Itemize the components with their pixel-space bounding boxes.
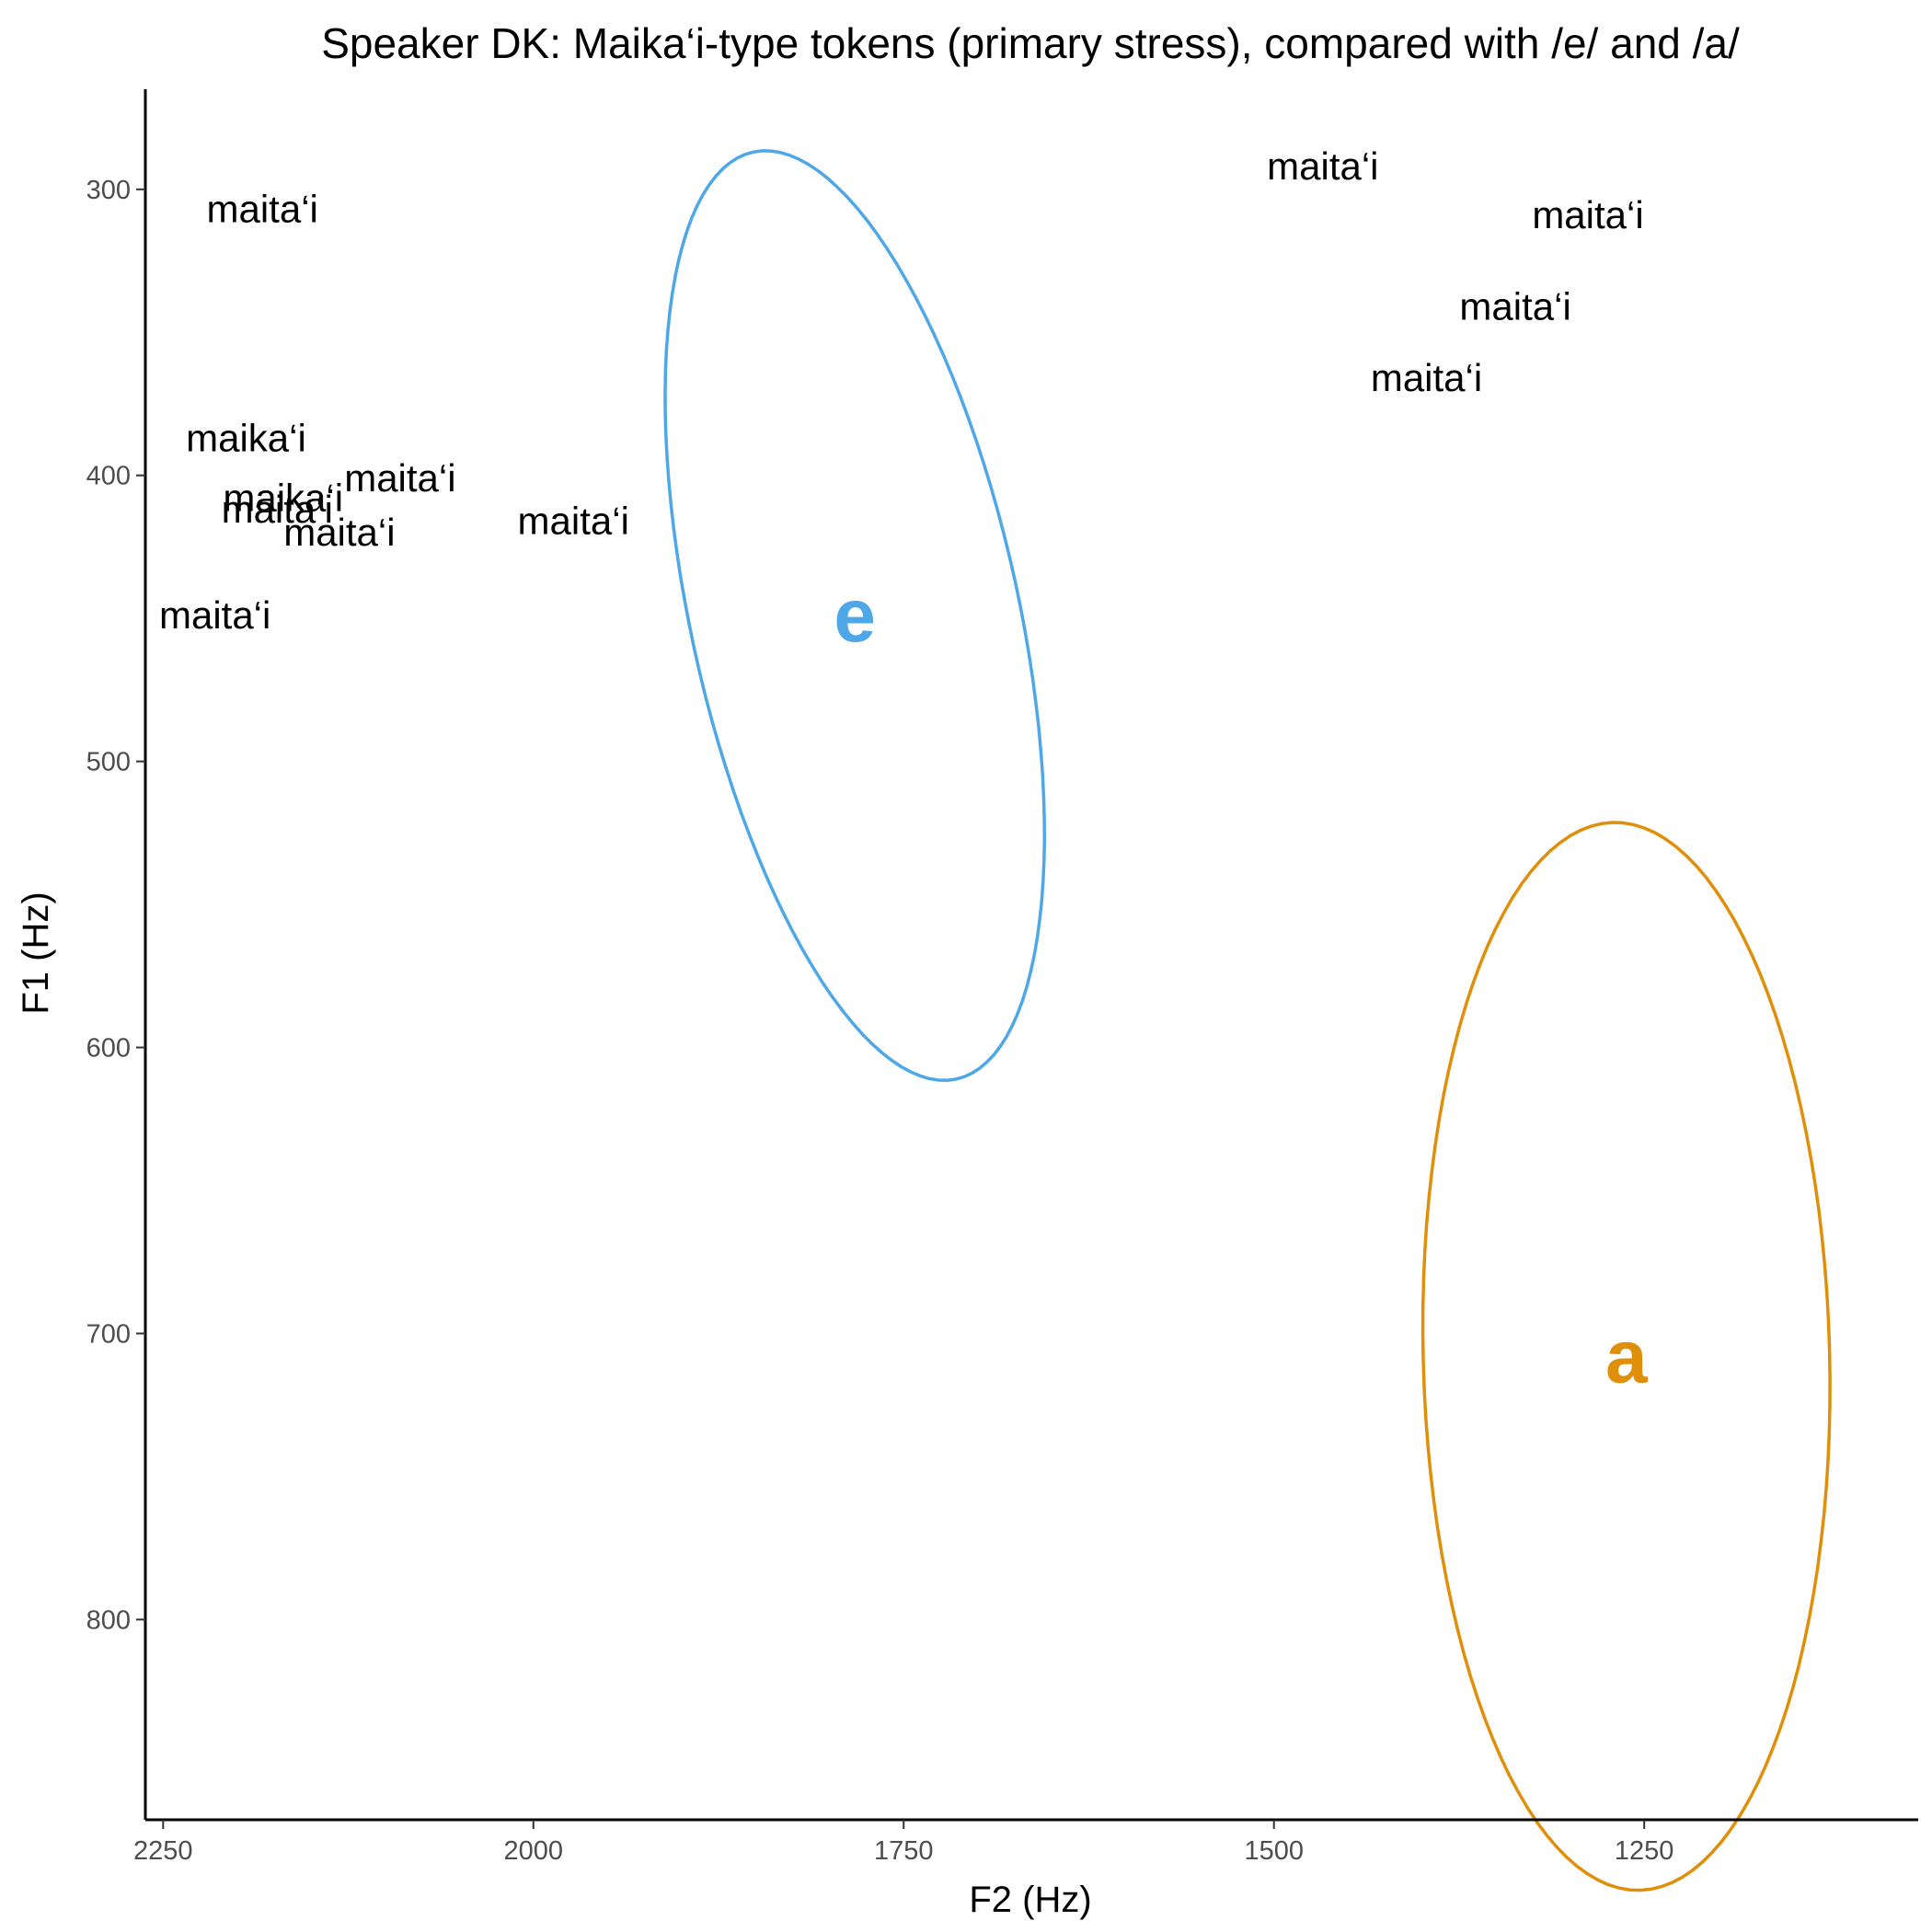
token-label: maita‘i xyxy=(159,593,270,637)
token-label: maita‘i xyxy=(206,188,317,231)
token-label: maita‘i xyxy=(518,499,629,542)
plot-area: eamaita‘imaika‘imaika‘imaita‘imaita‘imai… xyxy=(159,144,1832,1892)
token-label: maita‘i xyxy=(1371,356,1482,399)
x-tick-label: 2250 xyxy=(133,1836,193,1866)
token-label: maita‘i xyxy=(344,456,455,500)
chart-title: Speaker DK: Maika‘i-type tokens (primary… xyxy=(321,19,1740,67)
y-tick-label: 700 xyxy=(86,1319,131,1349)
y-tick-label: 500 xyxy=(86,748,131,777)
x-axis-title: F2 (Hz) xyxy=(969,1880,1091,1920)
y-axis-title: F1 (Hz) xyxy=(16,891,56,1014)
y-tick-label: 600 xyxy=(86,1034,131,1064)
vowel-label-e: e xyxy=(834,574,876,658)
x-tick-label: 1500 xyxy=(1244,1836,1304,1866)
x-axis-ticks: 2250 2000 1750 1500 1250 xyxy=(133,1820,1673,1866)
x-tick-label: 1750 xyxy=(874,1836,934,1866)
token-label: maita‘i xyxy=(222,488,333,531)
y-tick-label: 800 xyxy=(86,1605,131,1635)
x-tick-label: 2000 xyxy=(504,1836,564,1866)
token-label: maika‘i xyxy=(223,477,343,520)
y-tick-label: 300 xyxy=(86,176,131,205)
token-label: maika‘i xyxy=(186,416,306,459)
ellipse-e xyxy=(663,149,1047,1082)
token-label: maita‘i xyxy=(1267,144,1378,188)
y-tick-label: 400 xyxy=(86,462,131,491)
vowel-label-a: a xyxy=(1605,1315,1649,1398)
ellipse-a xyxy=(1420,821,1832,1892)
y-axis-ticks: 300 400 500 600 700 800 xyxy=(86,176,145,1635)
token-label: maita‘i xyxy=(283,511,395,554)
token-label: maita‘i xyxy=(1459,284,1570,328)
x-tick-label: 1250 xyxy=(1615,1836,1674,1866)
token-label: maita‘i xyxy=(1532,193,1643,236)
